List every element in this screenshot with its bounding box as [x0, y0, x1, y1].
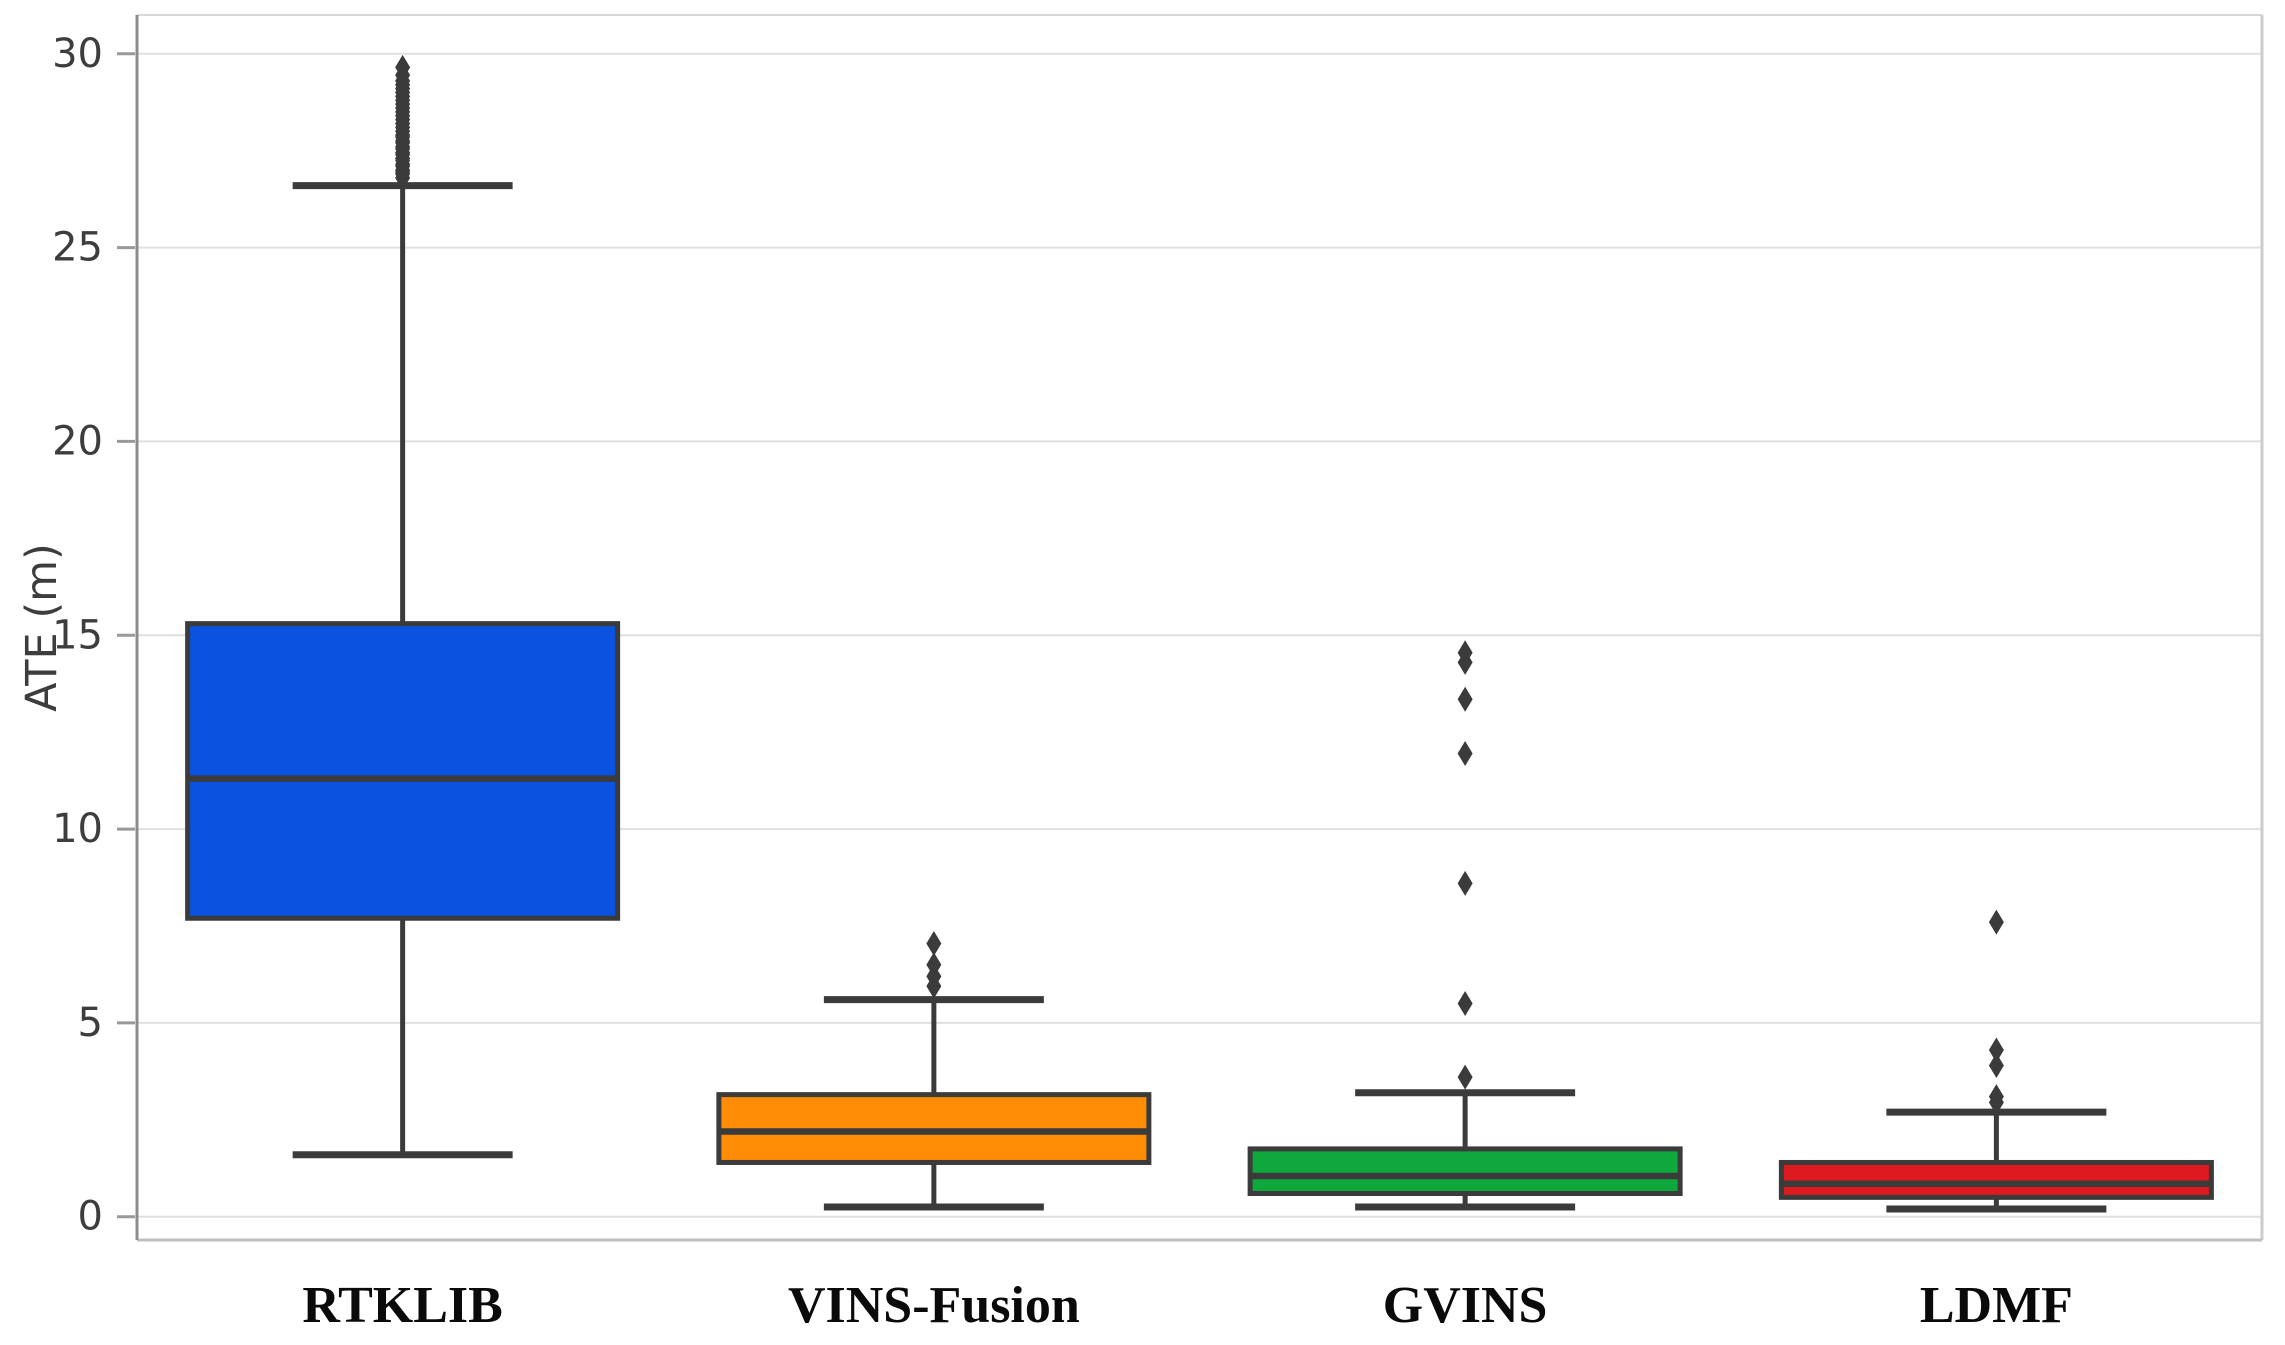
y-axis: 0 5 10 15 20 25 30 [52, 31, 135, 1240]
outlier-diamond [1457, 870, 1473, 896]
category-label-gvins: GVINS [1383, 1277, 1548, 1334]
category-label-rtklib: RTKLIB [302, 1277, 502, 1334]
outlier-diamond [1457, 640, 1473, 666]
outlier-diamond [926, 930, 942, 956]
outliers [926, 930, 942, 999]
outlier-diamond [1457, 991, 1473, 1017]
boxplot-rtklib [185, 54, 621, 1159]
y-tick-label-20: 20 [52, 418, 103, 464]
y-tick-label-30: 30 [52, 31, 103, 77]
outlier-diamond [1457, 740, 1473, 766]
outlier-diamond [1457, 1064, 1473, 1090]
y-tick-label-10: 10 [52, 806, 103, 852]
outlier-diamond [1457, 686, 1473, 712]
boxplot-gvins [1247, 640, 1683, 1211]
outliers [1988, 909, 2004, 1115]
y-tick-label-25: 25 [52, 225, 103, 271]
y-tick-label-5: 5 [78, 1000, 103, 1046]
outlier-diamond [1988, 909, 2004, 935]
y-tick-label-15: 15 [52, 612, 103, 658]
boxplot-vins-fusion [716, 930, 1152, 1211]
iqr-box [1247, 1146, 1683, 1196]
y-tick-label-0: 0 [78, 1194, 103, 1240]
category-label-ldmf: LDMF [1920, 1277, 2073, 1334]
outlier-diamond [1988, 1084, 2004, 1110]
outlier-diamond [1988, 1053, 2004, 1079]
outliers [395, 54, 411, 191]
outlier-diamond [926, 952, 942, 978]
y-axis-label: ATE (m) [17, 543, 67, 712]
outliers [1457, 640, 1473, 1090]
category-label-vins-fusion: VINS-Fusion [788, 1277, 1080, 1334]
boxplot-ldmf [1778, 909, 2214, 1213]
outlier-diamond [1988, 1037, 2004, 1063]
outlier-diamond [395, 54, 411, 80]
iqr-box [1778, 1159, 2214, 1200]
iqr-box [185, 621, 621, 921]
